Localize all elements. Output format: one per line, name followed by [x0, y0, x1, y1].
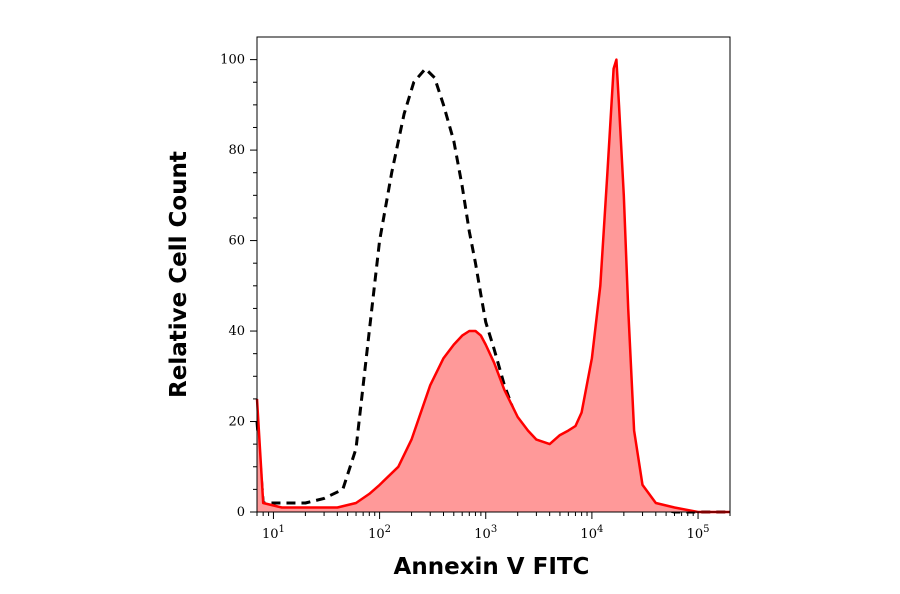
y-tick-label: 0	[237, 505, 245, 520]
series-layer	[255, 58, 730, 514]
x-tick-label: 104	[580, 524, 603, 542]
y-axis-title: Relative Cell Count	[166, 151, 192, 398]
series-area-1	[257, 59, 730, 512]
y-tick-label: 100	[220, 53, 245, 68]
x-tick-label: 103	[474, 524, 497, 542]
x-tick-label: 102	[368, 524, 391, 542]
x-axis: 101 102 103 104 105	[256, 512, 731, 542]
x-axis-title: Annexin V FITC	[394, 554, 590, 580]
y-tick-label: 80	[228, 143, 245, 158]
y-tick-label: 40	[228, 324, 245, 339]
x-tick-label: 101	[262, 524, 285, 542]
y-tick-label: 60	[228, 234, 245, 249]
y-axis: 0 20 40 60 80 100	[220, 53, 257, 520]
series-line-1	[255, 58, 730, 514]
plot-frame	[256, 36, 731, 513]
y-tick-label: 20	[228, 415, 245, 430]
x-tick-label: 105	[687, 524, 710, 542]
